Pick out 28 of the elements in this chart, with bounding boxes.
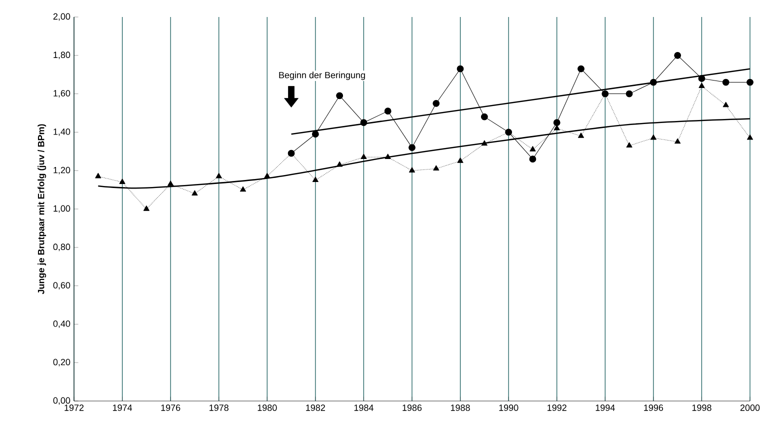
x-tick-label: 2000 <box>740 404 760 411</box>
x-tick-label: 1982 <box>306 404 325 411</box>
x-tick-label: 1988 <box>450 404 470 411</box>
annotation: Beginn der Beringung <box>279 72 365 80</box>
y-tick-label: 0,40 <box>53 320 70 328</box>
x-tick-label: 1994 <box>596 404 615 411</box>
x-tick-label: 1972 <box>64 404 84 411</box>
x-tick-label: 1980 <box>258 404 277 411</box>
x-tick-label: 1990 <box>499 404 518 411</box>
y-axis-title: Junge je Brutpaar mit Erfolg (juv / BPm) <box>38 124 46 294</box>
x-tick-label: 1996 <box>644 404 664 411</box>
y-tick-label: 1,00 <box>54 205 70 213</box>
y-tick-label: 2,00 <box>53 13 70 21</box>
y-tick-label: 0,60 <box>53 282 70 290</box>
x-tick-label: 1984 <box>354 404 374 411</box>
x-tick-label: 1986 <box>402 404 422 411</box>
y-tick-label: 1,80 <box>54 52 70 60</box>
x-tick-label: 1978 <box>210 404 228 411</box>
x-tick-label: 1974 <box>112 404 132 411</box>
y-tick-label: 1,20 <box>54 166 70 174</box>
y-tick-label: 0,00 <box>53 397 70 405</box>
y-tick-label: 1,60 <box>54 90 70 98</box>
y-tick-label: 1,40 <box>54 128 70 136</box>
x-tick-label: 1976 <box>161 404 180 411</box>
y-tick-label: 0,20 <box>53 358 70 366</box>
y-tick-label: 0,80 <box>53 244 70 252</box>
x-tick-label: 1992 <box>548 404 566 411</box>
x-tick-label: 1998 <box>692 404 712 411</box>
